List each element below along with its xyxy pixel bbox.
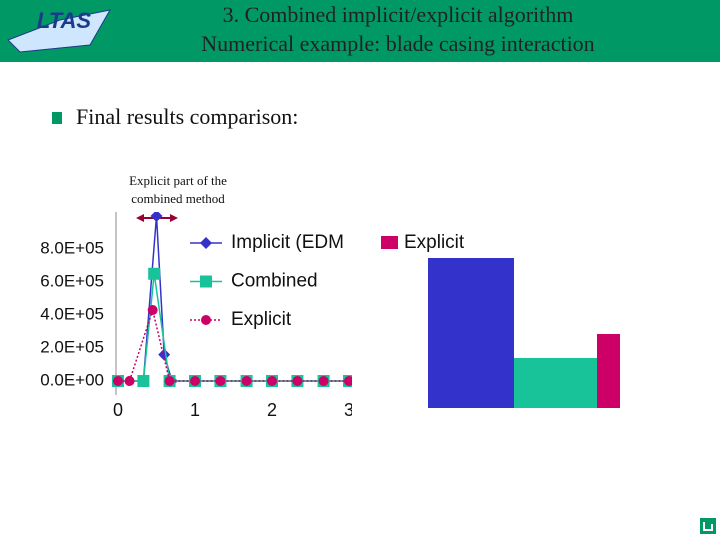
logo: LTAS [7,8,111,53]
header-bar [0,0,720,62]
x-tick-label: 2 [267,400,277,420]
arrow-head [170,214,178,222]
legend-swatch [381,236,398,249]
marker [344,376,352,386]
legend-label: Combined [231,271,318,292]
marker [215,376,226,386]
marker [147,305,158,316]
bar [597,334,620,408]
legend-marker [200,275,212,288]
nav-glyph [703,522,713,531]
y-tick-label: 2.0E+05 [40,337,104,356]
x-tick-label: 1 [190,400,200,420]
legend-label: Implicit (EDM [231,232,344,253]
legend-marker [200,237,212,249]
x-tick-label: 0 [113,400,123,420]
nav-button[interactable] [700,518,716,534]
marker [158,348,171,361]
marker [148,267,161,280]
marker [150,212,163,222]
annotation: combined method [131,191,225,206]
marker [137,375,150,387]
marker [318,376,329,386]
marker [190,376,200,386]
bullet-text: Final results comparison: [76,104,298,129]
x-tick-label: 3 [344,400,354,420]
legend-marker [201,315,211,325]
arrow-head [136,214,144,222]
bar-chart: Explicit [381,232,620,408]
y-tick-label: 6.0E+05 [40,271,104,290]
y-tick-label: 0.0E+00 [40,370,104,389]
marker [267,376,277,386]
logo-text: LTAS [37,8,91,33]
y-tick-label: 8.0E+05 [40,238,104,257]
marker [164,376,175,386]
marker [292,376,303,386]
marker [113,376,123,386]
bar [514,358,597,408]
title-line: 3. Combined implicit/explicit algorithm [223,2,574,27]
legend-label: Explicit [231,309,292,330]
marker [124,376,135,386]
logo-wing [7,9,111,53]
y-tick-label: 4.0E+05 [40,304,104,323]
title-line: Numerical example: blade casing interact… [201,31,594,56]
line-chart: 0.0E+00 2.0E+05 4.0E+05 6.0E+05 8.0E+05 0 1 2 3 I… [40,212,354,420]
bullet-marker [52,112,62,124]
bar [428,258,514,408]
marker [241,376,252,386]
annotation: Explicit part of the [129,173,227,188]
legend-label: Explicit [404,232,465,253]
nav-icon[interactable] [700,518,716,534]
